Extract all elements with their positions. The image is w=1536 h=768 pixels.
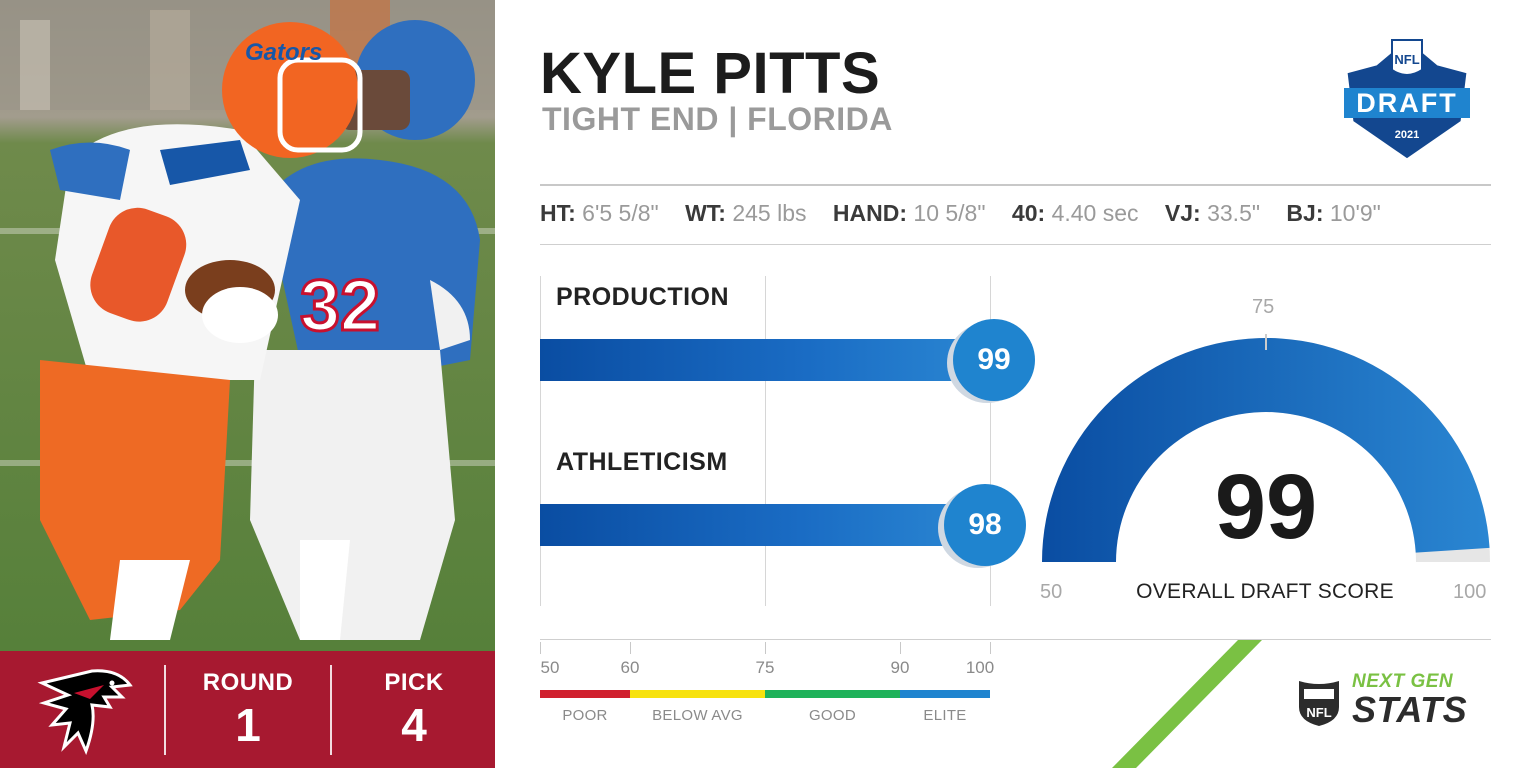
legend-divider: [540, 639, 1491, 640]
nfl-draft-logo-icon: NFL DRAFT 2021: [1344, 36, 1470, 162]
ngs-logo-top: NEXT GEN: [1352, 671, 1454, 692]
grid-line-100: [990, 276, 991, 606]
legend-tick: [540, 642, 541, 654]
legend-tick: [765, 642, 766, 654]
athleticism-label: ATHLETICISM: [556, 448, 728, 476]
measure-hand: HAND: 10 5/8": [832, 200, 986, 226]
grid-line-75: [765, 276, 766, 606]
draft-logo-word: DRAFT: [1356, 88, 1457, 118]
player-name: KYLE PITTS: [540, 41, 881, 106]
measurables-divider: [540, 244, 1491, 245]
legend-band-below-avg: [630, 690, 765, 698]
measure-vertical-jump: VJ: 33.5": [1164, 200, 1261, 226]
nfl-shield-icon: NFL: [1299, 681, 1339, 726]
legend-label-good: GOOD: [808, 707, 857, 724]
ngs-green-stripe: [1112, 640, 1262, 768]
legend-label-elite: ELITE: [923, 707, 967, 724]
draft-logo-year: 2021: [1395, 129, 1419, 141]
legend-num-50: 50: [540, 658, 560, 677]
round-label: ROUND: [202, 669, 294, 696]
round-value: 1: [235, 699, 261, 751]
overall-score-gauge: [1042, 334, 1490, 562]
athleticism-score: 98: [944, 484, 1026, 566]
gauge-max-label: 100: [1453, 581, 1487, 603]
round-cell: ROUND 1: [166, 669, 330, 751]
legend-label-poor: POOR: [562, 707, 608, 724]
athleticism-bar: [540, 504, 976, 546]
production-label: PRODUCTION: [556, 283, 730, 311]
legend-num-75: 75: [755, 658, 775, 677]
svg-text:32: 32: [300, 266, 380, 346]
draft-logo-nfl: NFL: [1394, 52, 1419, 67]
bar-divider: [164, 665, 166, 755]
svg-text:Gators: Gators: [245, 39, 322, 66]
measure-broad-jump: BJ: 10'9": [1286, 200, 1381, 226]
measure-height: HT: 6'5 5/8": [540, 200, 659, 226]
pick-cell: PICK 4: [332, 669, 496, 751]
gauge-min-label: 50: [1040, 581, 1063, 603]
production-score: 99: [953, 319, 1035, 401]
pick-value: 4: [401, 699, 427, 751]
gauge-mid-label: 75: [1252, 296, 1275, 318]
ngs-logo-bottom: STATS: [1352, 689, 1468, 730]
legend-band-elite: [900, 690, 990, 698]
player-action-photo: 32 Gators: [0, 0, 495, 651]
measurables-row: HT: 6'5 5/8" WT: 245 lbs HAND: 10 5/8" 4…: [540, 200, 1401, 227]
legend-band-poor: [540, 690, 630, 698]
overall-score-caption: OVERALL DRAFT SCORE: [1136, 580, 1394, 603]
production-bar: [540, 339, 985, 381]
measure-forty: 40: 4.40 sec: [1011, 200, 1139, 226]
legend-num-60: 60: [620, 658, 640, 677]
player-position-school: TIGHT END | FLORIDA: [542, 101, 893, 137]
header-divider: [540, 184, 1491, 186]
grid-line-50: [540, 276, 541, 606]
svg-text:NFL: NFL: [1306, 705, 1331, 720]
legend-tick: [630, 642, 631, 654]
legend-tick: [990, 642, 991, 654]
measure-weight: WT: 245 lbs: [685, 200, 807, 226]
falcons-logo-icon: [37, 669, 133, 755]
draft-slot-bar: ROUND 1 PICK 4: [0, 651, 495, 768]
legend-label-below-avg: BELOW AVG: [652, 707, 743, 724]
next-gen-stats-logo: NEXT GEN STATS: [1352, 672, 1467, 728]
legend-band-good: [765, 690, 900, 698]
gauge-fill: [1042, 337, 1490, 562]
legend-tick: [900, 642, 901, 654]
legend-num-90: 90: [890, 658, 910, 677]
bar-divider: [330, 665, 332, 755]
legend-num-100: 100: [965, 658, 995, 677]
overall-score-value: 99: [1214, 456, 1318, 558]
pick-label: PICK: [384, 669, 444, 696]
